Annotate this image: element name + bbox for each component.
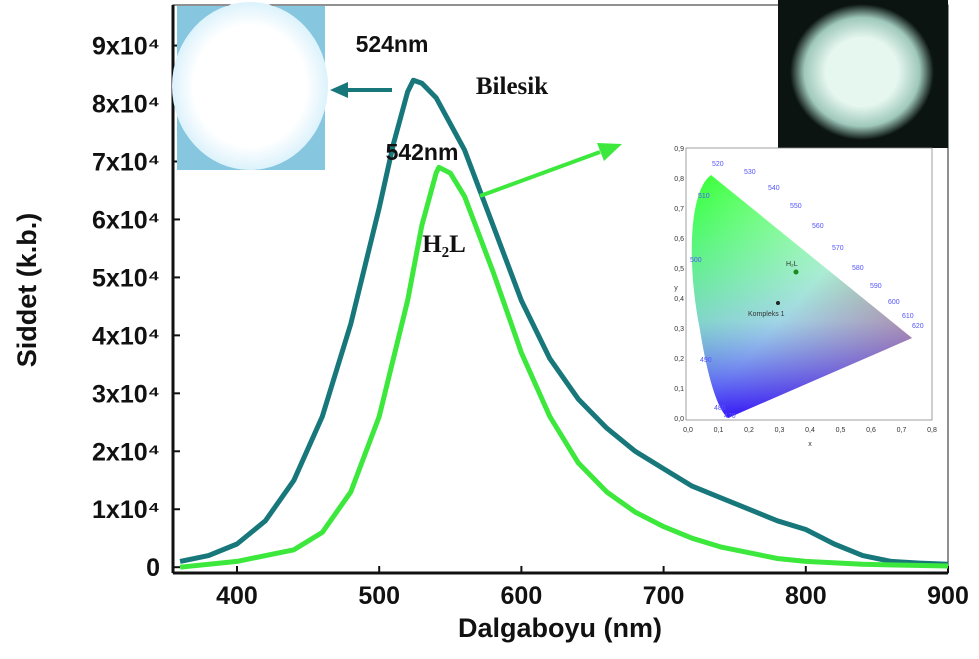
inset-wavelength: 600 xyxy=(888,299,900,306)
inset-y-tick: 0,4 xyxy=(674,296,684,303)
y-tick-label: 0 xyxy=(146,554,160,582)
inset-wavelength: 470 xyxy=(724,413,736,420)
annotation: 524nm xyxy=(356,31,429,57)
cie-point xyxy=(776,301,780,305)
arrow-head xyxy=(597,143,622,161)
inset-y-tick: 0,7 xyxy=(674,206,684,213)
inset-x-tick: 0,5 xyxy=(836,427,846,434)
inset-x-tick: 0,0 xyxy=(683,427,693,434)
x-tick-label: 700 xyxy=(643,582,685,610)
x-tick-label: 400 xyxy=(216,582,258,610)
inset-wavelength: 610 xyxy=(902,313,914,320)
x-tick-label: 500 xyxy=(358,582,400,610)
y-tick-label: 4x10⁴ xyxy=(92,322,160,350)
inset-point-label: Kompleks 1 xyxy=(748,311,785,318)
x-tick-label: 800 xyxy=(785,582,827,610)
y-tick-label: 1x10⁴ xyxy=(92,496,160,524)
inset-wavelength: 550 xyxy=(790,203,802,210)
series-label: Bilesik xyxy=(476,73,548,100)
inset-wavelength: 560 xyxy=(812,223,824,230)
inset-point-label: H₂L xyxy=(786,261,798,268)
inset-x-tick: 0,7 xyxy=(897,427,907,434)
inset-y-tick: 0,2 xyxy=(674,356,684,363)
y-tick-label: 5x10⁴ xyxy=(92,264,160,292)
x-tick-label: 900 xyxy=(927,582,969,610)
inset-y-tick: 0,3 xyxy=(674,326,684,333)
inset-y-tick: 0,8 xyxy=(674,176,684,183)
y-tick-label: 8x10⁴ xyxy=(92,91,160,119)
inset-wavelength: 510 xyxy=(698,193,710,200)
y-tick-label: 9x10⁴ xyxy=(92,33,160,61)
y-tick-label: 6x10⁴ xyxy=(92,206,160,234)
inset-x-label: x xyxy=(808,441,812,448)
inset-x-tick: 0,4 xyxy=(805,427,815,434)
series-label: H₂L xyxy=(422,231,466,258)
y-axis-title: Siddet (k.b.) xyxy=(12,213,42,368)
inset-x-tick: 0,8 xyxy=(927,427,937,434)
inset-wavelength: 480 xyxy=(714,405,726,412)
inset-wavelength: 580 xyxy=(852,265,864,272)
inset-wavelength: 520 xyxy=(712,161,724,168)
inset-y-tick: 0,6 xyxy=(674,236,684,243)
inset-wavelength: 620 xyxy=(912,323,924,330)
inset-y-tick: 0,0 xyxy=(674,416,684,423)
inset-x-tick: 0,3 xyxy=(775,427,785,434)
arrow xyxy=(480,152,600,196)
inset-y-label: y xyxy=(674,285,678,292)
x-axis-title: Dalgaboyu (nm) xyxy=(458,613,662,643)
cie-point xyxy=(794,270,799,275)
inset-y-tick: 0,1 xyxy=(674,386,684,393)
annotation: 542nm xyxy=(386,139,459,165)
inset-wavelength: 570 xyxy=(832,245,844,252)
y-tick-label: 2x10⁴ xyxy=(92,438,160,466)
photo-glow xyxy=(790,4,934,140)
inset-wavelength: 490 xyxy=(700,357,712,364)
inset-wavelength: 590 xyxy=(870,283,882,290)
inset-x-tick: 0,1 xyxy=(714,427,724,434)
y-tick-label: 3x10⁴ xyxy=(92,380,160,408)
arrow-head xyxy=(330,82,348,98)
inset-x-tick: 0,6 xyxy=(866,427,876,434)
inset-y-tick: 0,9 xyxy=(674,146,684,153)
inset-wavelength: 530 xyxy=(744,169,756,176)
inset-wavelength: 500 xyxy=(690,257,702,264)
y-tick-label: 7x10⁴ xyxy=(92,148,160,176)
inset-y-tick: 0,5 xyxy=(674,266,684,273)
inset-x-tick: 0,2 xyxy=(744,427,754,434)
x-tick-label: 600 xyxy=(501,582,543,610)
photo-glow xyxy=(172,2,328,170)
chart: 400 500 600 700 800 900 0 1x10⁴ 2x10⁴ 3x10⁴ 4x10⁴ 5… xyxy=(0,0,979,659)
inset-wavelength: 540 xyxy=(768,185,780,192)
